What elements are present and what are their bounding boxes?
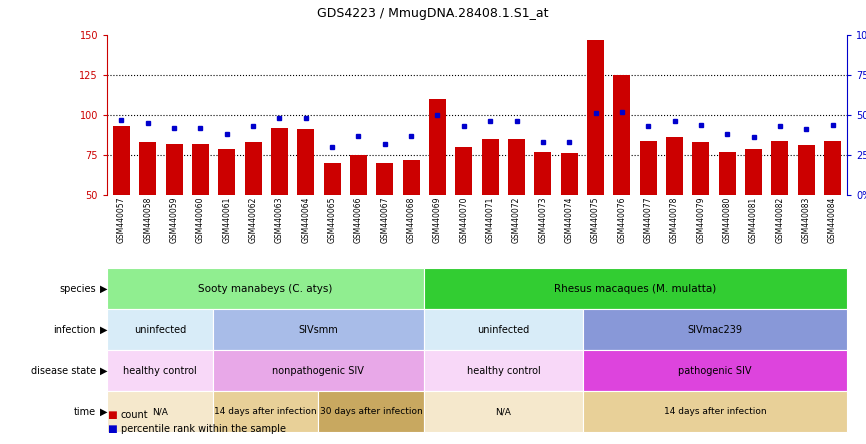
Text: ■: ■ xyxy=(107,424,117,434)
Text: 30 days after infection: 30 days after infection xyxy=(320,407,423,416)
Text: Sooty manabeys (C. atys): Sooty manabeys (C. atys) xyxy=(198,284,333,293)
Bar xyxy=(534,152,552,195)
Text: uninfected: uninfected xyxy=(133,325,186,334)
Bar xyxy=(192,144,209,195)
Text: healthy control: healthy control xyxy=(467,365,540,376)
Bar xyxy=(456,147,472,195)
Text: ■: ■ xyxy=(107,410,117,420)
Bar xyxy=(165,144,183,195)
Text: N/A: N/A xyxy=(495,407,511,416)
Text: nonpathogenic SIV: nonpathogenic SIV xyxy=(273,365,365,376)
Text: uninfected: uninfected xyxy=(477,325,529,334)
Text: GDS4223 / MmugDNA.28408.1.S1_at: GDS4223 / MmugDNA.28408.1.S1_at xyxy=(317,7,549,20)
Bar xyxy=(324,163,340,195)
Bar xyxy=(508,139,525,195)
Text: ▶: ▶ xyxy=(100,325,107,334)
Text: 14 days after infection: 14 days after infection xyxy=(663,407,766,416)
Bar xyxy=(613,75,630,195)
Bar xyxy=(560,153,578,195)
Bar xyxy=(587,40,604,195)
Text: SIVmac239: SIVmac239 xyxy=(688,325,742,334)
Text: species: species xyxy=(59,284,96,293)
Text: healthy control: healthy control xyxy=(123,365,197,376)
Bar xyxy=(745,149,762,195)
Text: SIVsmm: SIVsmm xyxy=(299,325,339,334)
Text: ▶: ▶ xyxy=(100,284,107,293)
Text: ▶: ▶ xyxy=(100,407,107,416)
Text: infection: infection xyxy=(53,325,96,334)
Text: ▶: ▶ xyxy=(100,365,107,376)
Bar xyxy=(297,129,314,195)
Bar xyxy=(350,155,367,195)
Text: pathogenic SIV: pathogenic SIV xyxy=(678,365,752,376)
Text: N/A: N/A xyxy=(152,407,168,416)
Bar xyxy=(376,163,393,195)
Bar xyxy=(481,139,499,195)
Text: 14 days after infection: 14 days after infection xyxy=(214,407,317,416)
Bar xyxy=(666,137,683,195)
Bar xyxy=(824,141,841,195)
Bar xyxy=(218,149,236,195)
Text: Rhesus macaques (M. mulatta): Rhesus macaques (M. mulatta) xyxy=(554,284,717,293)
Bar xyxy=(429,99,446,195)
Bar xyxy=(798,145,815,195)
Bar xyxy=(244,142,262,195)
Text: percentile rank within the sample: percentile rank within the sample xyxy=(121,424,286,434)
Bar xyxy=(640,141,656,195)
Text: count: count xyxy=(121,410,148,420)
Bar xyxy=(403,160,420,195)
Bar xyxy=(719,152,736,195)
Bar xyxy=(271,128,288,195)
Bar xyxy=(692,142,709,195)
Bar xyxy=(772,141,788,195)
Bar xyxy=(113,126,130,195)
Text: disease state: disease state xyxy=(30,365,96,376)
Bar xyxy=(139,142,157,195)
Text: time: time xyxy=(74,407,96,416)
